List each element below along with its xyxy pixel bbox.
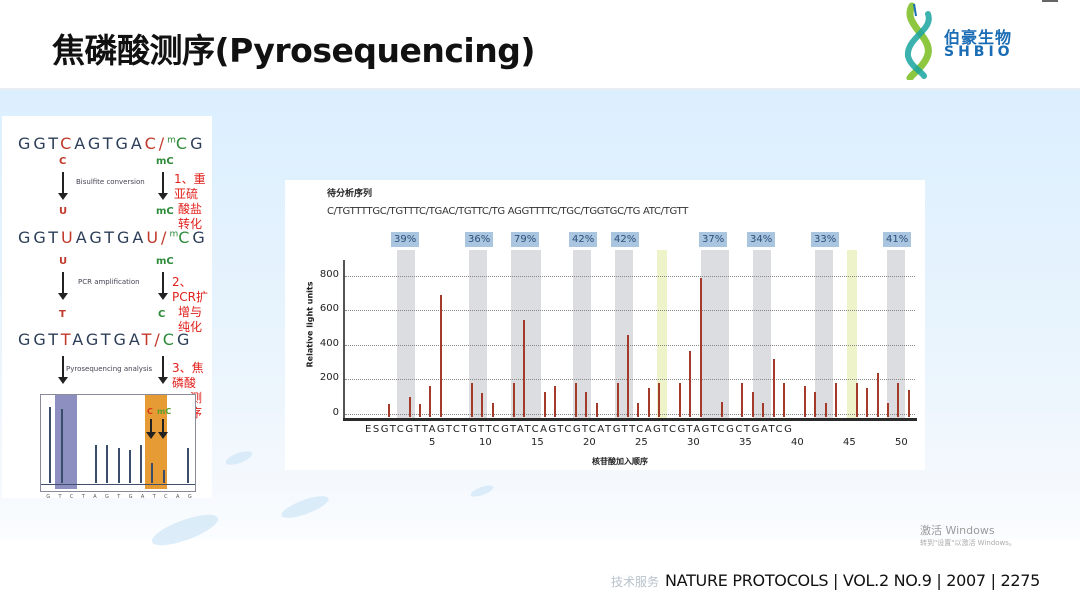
methylation-pct: 33% [811,232,840,247]
peak [699,277,702,417]
peak [627,335,629,417]
step-cn-1: 1、重亚硫 酸盐转化 [174,172,206,231]
arrow-down-icon [146,419,156,439]
mini-pyrogram: C mC [40,394,196,492]
pyrogram-chart: 待分析序列 C/TGTTTTGC/TGTTTC/TGAC/TGTTC/TG AG… [285,180,925,470]
nucleotide-c: C [158,309,166,320]
logo-english-name: SHBIO [944,44,1014,60]
peak [814,391,817,417]
peak [772,359,775,417]
chart-title: 待分析序列 [327,189,373,199]
step-label-pyrosequencing: Pyrosequencing analysis [66,365,153,373]
peak [419,404,421,417]
peak [408,396,411,417]
windows-activation-hint: 转到"设置"以激活 Windows。 [920,539,1016,547]
highlight-band-orange [145,395,167,489]
divider [0,88,1080,90]
peak [762,403,765,417]
peak [803,386,806,417]
decorative-leaf [224,448,254,468]
methylation-pct: 42% [569,232,598,247]
nucleotide-u: U [59,256,68,267]
dispensation-order: ESGTCGTTAGTCTGTTCGTATCAGTCGTCATGTTCAGTCG… [365,424,794,435]
peak [720,401,723,417]
x-axis-label: 核苷酸加入顺序 [592,457,648,466]
arrow-down-icon [58,356,68,384]
nucleotide-t: T [59,309,66,320]
peak [595,403,598,417]
bisulfite-workflow-panel: GGTCAGTGAC/mCG C mC Bisulfite conversion… [2,116,212,500]
peak [876,372,879,417]
peak [471,383,473,417]
peak [658,383,661,417]
peak [616,383,619,417]
peak [824,403,827,417]
peak [439,294,442,417]
peak [543,391,546,417]
methylation-pct: 41% [883,232,912,247]
methylation-pct: 39% [391,232,420,247]
methylation-pct: 42% [611,232,640,247]
dna-helix-icon [905,2,932,82]
peak [523,320,525,417]
arrow-down-icon [158,419,168,439]
peak [897,383,900,417]
nucleotide-mc: mC [156,206,174,217]
step-label-bisulfite: Bisulfite conversion [76,178,145,186]
peak [481,393,484,417]
arrow-down-icon [58,272,68,300]
peak [835,383,837,417]
peak [887,403,889,417]
peak [585,391,588,417]
company-logo: 伯豪生物 SHBIO [898,2,1038,82]
corner-mark [1042,0,1058,2]
highlight-band-blue [55,395,77,489]
sequence-amplified: GGTTAGTGAT/CG [18,330,193,349]
step-label-pcr: PCR amplification [78,278,140,286]
peak [637,403,640,417]
sequence-to-analyze: C/TGTTTTGC/TGTTTC/TGAC/TGTTC/TG AGGTTTTC… [327,206,689,217]
step-cn-2: 2、PCR扩 增与纯化 [172,275,208,334]
arrow-down-icon [58,172,68,200]
peak [741,383,744,417]
windows-activation-title: 激活 Windows [920,524,995,537]
decorative-leaf [469,483,495,499]
methylation-pct: 36% [465,232,494,247]
slide-title: 焦磷酸测序(Pyrosequencing) [52,31,535,70]
nucleotide-mc: mC [156,156,174,167]
peak [751,391,754,417]
methylation-pct: 79% [511,232,540,247]
arrow-down-icon [158,272,168,300]
peak [554,386,557,417]
peak [679,383,681,417]
peak [387,404,390,417]
nucleotide-u: U [59,206,68,217]
methylation-pct: 34% [747,232,776,247]
peak [866,388,869,417]
citation: NATURE PROTOCOLS | VOL.2 NO.9 | 2007 | 2… [665,571,1040,590]
y-axis-label: Relative light units [305,281,315,368]
sequence-converted: GGTUAGTGAU/mCG [18,228,208,247]
peak [575,383,577,417]
peak [512,383,515,417]
peak [855,383,858,417]
peak [647,388,650,417]
sequence-original: GGTCAGTGAC/mCG [18,134,206,153]
nucleotide-mc: mC [156,256,174,267]
arrow-down-icon [158,356,168,384]
decorative-leaf [148,508,222,552]
peak [783,383,785,417]
peak [429,386,432,417]
peak [907,389,910,417]
methylation-pct: 37% [699,232,728,247]
logo-chinese-name: 伯豪生物 [944,28,1013,47]
decorative-leaf [279,491,331,523]
arrow-down-icon [158,172,168,200]
peak [491,403,494,417]
nucleotide-c: C [59,156,67,167]
mini-pyrogram-bases: G T C T A G T G A T C A G [46,494,192,500]
peak [689,350,692,417]
footer-faint-text: 技术服务 [611,575,660,589]
